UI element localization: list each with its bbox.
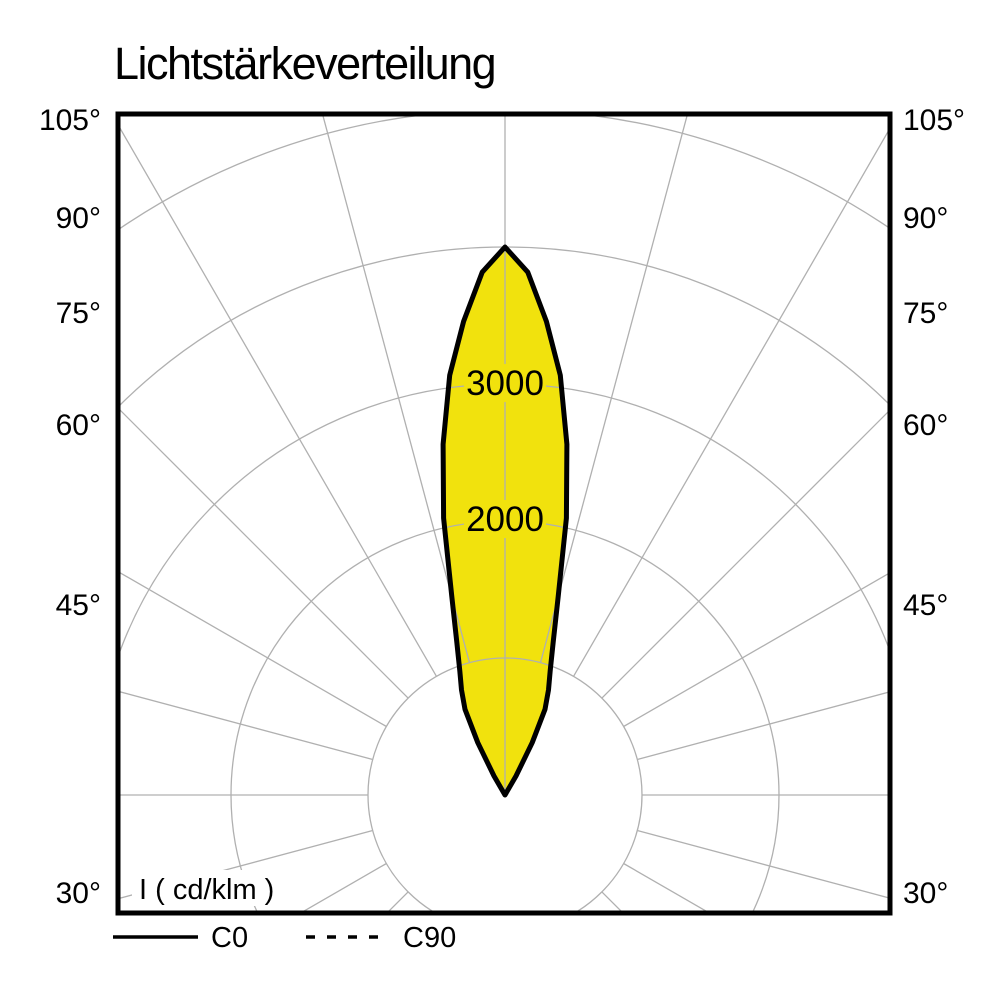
chart-title: Lichtstärkeverteilung	[114, 38, 497, 89]
gamma-ray-15	[322, 116, 471, 663]
gamma-label-left-30: 30°	[56, 877, 101, 910]
ring-label-3000: 3000	[466, 364, 544, 403]
gamma-label-left-75: 75°	[56, 297, 101, 330]
gamma-label-right-105: 105°	[903, 104, 965, 137]
gamma-label-right-60: 60°	[903, 409, 948, 442]
gamma-ray-60	[623, 573, 888, 728]
gamma-label-right-90: 90°	[903, 202, 948, 235]
ring-label-bg-2000	[464, 500, 546, 538]
unit-label: I ( cd/klm )	[139, 874, 274, 906]
gamma-ray-75	[637, 691, 888, 761]
gamma-ray-15	[539, 116, 688, 663]
gamma-ray-30	[572, 130, 888, 677]
plot-frame	[115, 111, 893, 916]
gamma-ray-150	[574, 914, 1000, 1000]
gamma-label-right-45: 45°	[903, 589, 948, 622]
gamma-ray-75	[120, 691, 373, 761]
legend: C0 C90	[113, 922, 456, 954]
gamma-label-left-45: 45°	[56, 589, 101, 622]
gamma-ray-105	[637, 829, 888, 899]
gamma-label-left-60: 60°	[56, 409, 101, 442]
gamma-ray-45	[601, 411, 888, 699]
gamma-label-right-30: 30°	[903, 877, 948, 910]
beam-lobe-outline-c0	[440, 244, 570, 798]
gamma-label-left-105: 105°	[39, 104, 101, 137]
gamma-ray-45	[120, 409, 409, 699]
gamma-ray-60	[120, 571, 387, 728]
gamma-label-left-90: 90°	[56, 202, 101, 235]
gamma-ray-165	[541, 927, 816, 1000]
legend-label-c90: C90	[403, 922, 456, 954]
unit-label-bg	[132, 870, 284, 906]
gamma-label-right-75: 75°	[903, 297, 948, 330]
legend-label-c0: C0	[211, 922, 248, 954]
gamma-ray-30	[120, 126, 438, 677]
ring-label-2000: 2000	[466, 500, 544, 539]
ring-label-bg-3000	[464, 364, 546, 402]
